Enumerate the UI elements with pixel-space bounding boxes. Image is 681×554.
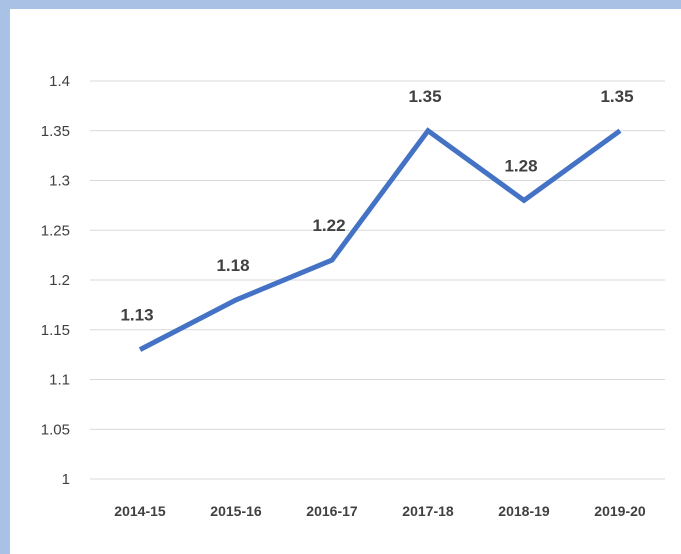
data-label: 1.13 bbox=[120, 306, 153, 325]
x-tick-label: 2014-15 bbox=[114, 503, 166, 519]
y-tick-label: 1.05 bbox=[41, 421, 70, 438]
y-tick-label: 1 bbox=[62, 471, 70, 488]
data-label: 1.28 bbox=[504, 156, 537, 175]
data-label: 1.18 bbox=[216, 256, 249, 275]
data-labels: 1.13 1.18 1.22 1.35 1.28 1.35 bbox=[120, 87, 633, 325]
y-tick-label: 1.15 bbox=[41, 322, 70, 339]
gridlines bbox=[90, 80, 665, 480]
x-tick-label: 2015-16 bbox=[210, 503, 262, 519]
series-line bbox=[138, 127, 622, 352]
data-label: 1.35 bbox=[600, 87, 633, 106]
data-label: 1.35 bbox=[408, 87, 441, 106]
y-tick-label: 1.3 bbox=[49, 173, 70, 190]
y-axis-ticks: 1 1.05 1.1 1.15 1.2 1.25 1.3 1.35 1.4 bbox=[41, 73, 70, 488]
y-tick-label: 1.1 bbox=[49, 372, 70, 389]
y-tick-label: 1.2 bbox=[49, 272, 70, 289]
y-tick-label: 1.25 bbox=[41, 222, 70, 239]
y-tick-label: 1.4 bbox=[49, 73, 70, 90]
series-line-layer bbox=[138, 127, 622, 352]
data-label: 1.22 bbox=[312, 216, 345, 235]
y-tick-label: 1.35 bbox=[41, 123, 70, 140]
x-tick-label: 2016-17 bbox=[306, 503, 358, 519]
x-axis-ticks: 2014-15 2015-16 2016-17 2017-18 2018-19 2019-… bbox=[114, 503, 646, 519]
x-tick-label: 2019-20 bbox=[594, 503, 646, 519]
x-tick-label: 2017-18 bbox=[402, 503, 454, 519]
x-tick-label: 2018-19 bbox=[498, 503, 550, 519]
